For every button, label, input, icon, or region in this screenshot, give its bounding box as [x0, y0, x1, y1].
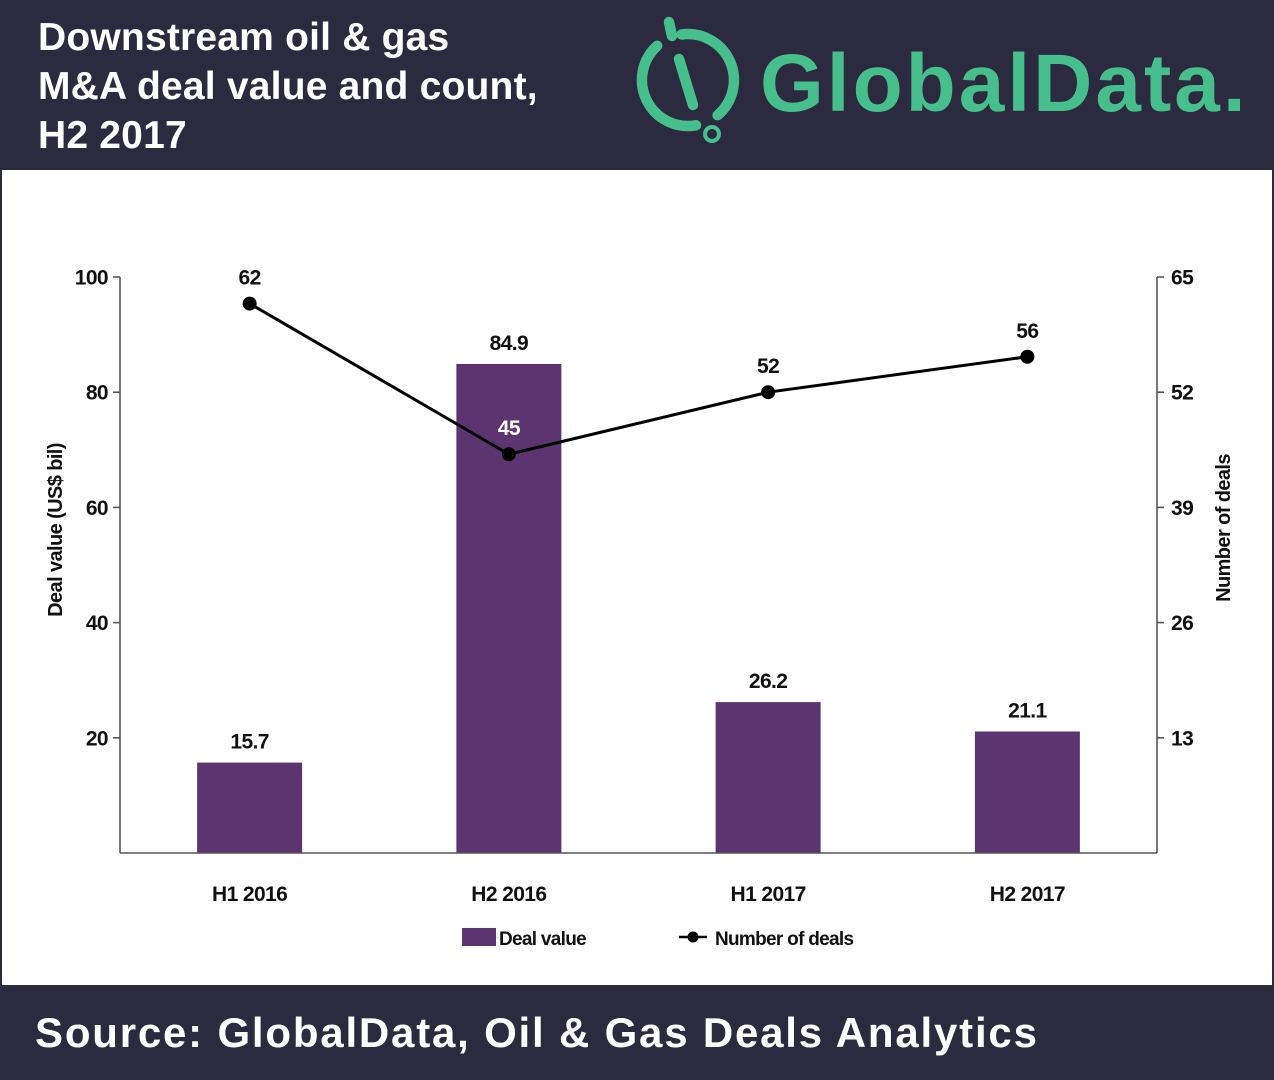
- chart-title-line: Downstream oil & gas: [38, 16, 450, 59]
- y-tick-label: 40: [86, 612, 108, 635]
- marker-h1-2016: [242, 296, 257, 311]
- globaldata-mark-icon: [636, 16, 740, 143]
- header-band: Downstream oil & gas M&A deal value and …: [0, 0, 1274, 170]
- chart-title-line: H2 2017: [38, 114, 187, 157]
- line-value-label: 45: [498, 417, 521, 440]
- legend-swatch-deal-value: [462, 928, 496, 946]
- bar-value-label: 26.2: [749, 670, 787, 693]
- line-value-label: 62: [239, 267, 261, 290]
- bar-value-label: 84.9: [490, 332, 528, 355]
- line-number-of-deals: [248, 302, 1028, 456]
- bar-h1-2016: [197, 762, 303, 853]
- bar-h1-2017: [715, 702, 821, 853]
- legend-marker-number-of-deals: [687, 931, 699, 943]
- y2-tick-label: 26: [1171, 612, 1193, 635]
- y-tick-label: 80: [86, 382, 108, 405]
- x-tick-label: H1 2017: [731, 883, 806, 906]
- bar-value-label: 15.7: [230, 731, 268, 754]
- x-tick-label: H1 2016: [212, 883, 287, 906]
- source-text: Source: GlobalData, Oil & Gas Deals Anal…: [35, 1008, 1039, 1056]
- legend-label-number-of-deals: Number of deals: [715, 929, 853, 950]
- y2-tick-label: 13: [1171, 727, 1193, 750]
- marker-h2-2016: [501, 447, 516, 462]
- bar-h2-2017: [974, 731, 1080, 853]
- bar-value-labels: 15.7 84.9 26.2 21.1: [230, 332, 1048, 754]
- y2-tick-label: 52: [1171, 382, 1193, 405]
- y-axis-title: Deal value (US$ bil): [45, 443, 67, 617]
- bar-value-label: 21.1: [1008, 699, 1047, 722]
- bar-series-deal-value: [197, 363, 1080, 853]
- chart-title: Downstream oil & gas M&A deal value and …: [38, 13, 538, 160]
- line-value-label: 52: [757, 355, 779, 378]
- source-band: Source: GlobalData, Oil & Gas Deals Anal…: [0, 985, 1274, 1080]
- line-series-number-of-deals: 62 45 52 56: [239, 267, 1039, 462]
- y-tick-label: 100: [75, 267, 108, 290]
- line-value-label: 56: [1016, 320, 1038, 343]
- y-tick-label: 20: [86, 727, 108, 750]
- combo-chart: 20 40 60 80 100 13 26 39 52 65 H1 2016 H2 2016 H1 20…: [45, 267, 1235, 951]
- content-frame: [0, 170, 1274, 985]
- y2-tick-label: 39: [1171, 497, 1193, 520]
- legend-label-deal-value: Deal value: [499, 929, 586, 950]
- y2-axis-title: Number of deals: [1213, 454, 1235, 602]
- x-tick-label: H2 2017: [990, 883, 1065, 906]
- marker-h2-2017: [1020, 349, 1035, 364]
- logo-wordmark: GlobalData.: [760, 38, 1249, 129]
- y2-tick-label: 65: [1171, 267, 1194, 290]
- axes: 20 40 60 80 100 13 26 39 52 65 H1 2016 H2 2016 H1 20…: [75, 267, 1195, 907]
- y-tick-label: 60: [86, 497, 108, 520]
- legend: Deal value Number of deals: [462, 928, 854, 950]
- marker-h1-2017: [761, 385, 776, 400]
- chart-title-line: M&A deal value and count,: [38, 65, 538, 108]
- plot-area: 20 40 60 80 100 13 26 39 52 65 H1 2016 H2 2016 H1 20…: [75, 267, 1195, 907]
- x-tick-label: H2 2016: [471, 883, 546, 906]
